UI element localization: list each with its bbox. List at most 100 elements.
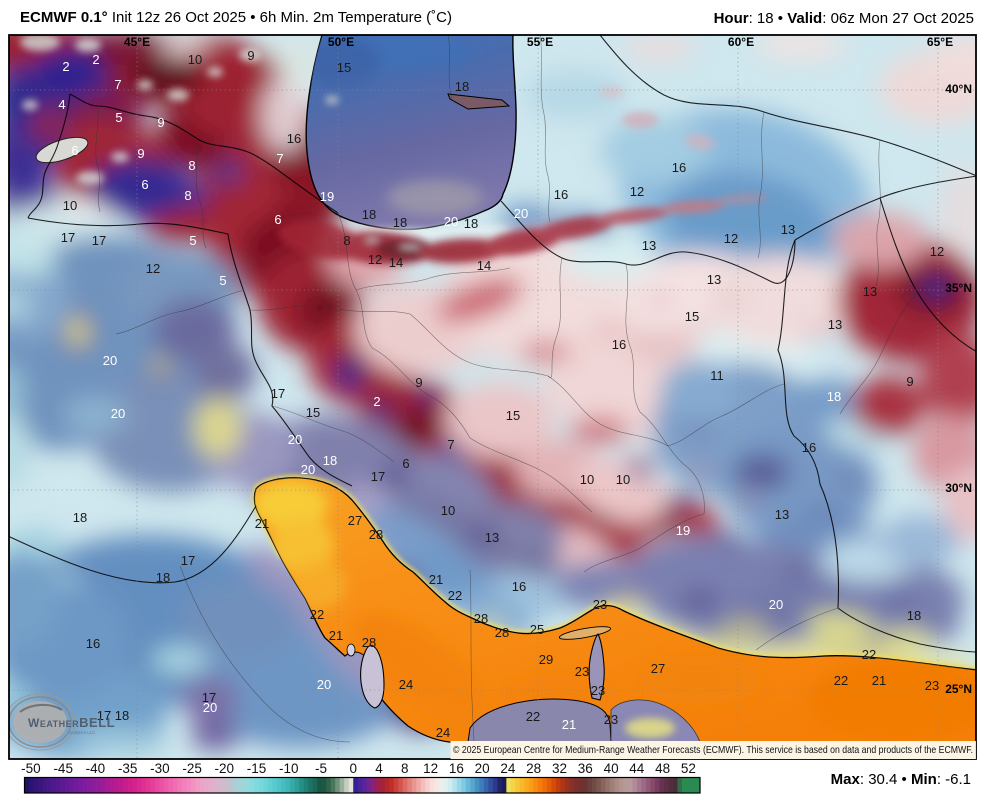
svg-text:11: 11 — [710, 368, 724, 383]
svg-text:9: 9 — [247, 48, 254, 63]
svg-text:5: 5 — [219, 273, 226, 288]
svg-text:28: 28 — [369, 527, 383, 542]
svg-text:12: 12 — [630, 184, 644, 199]
svg-text:25: 25 — [530, 622, 544, 637]
svg-text:24: 24 — [500, 761, 516, 776]
svg-text:16: 16 — [86, 636, 100, 651]
svg-text:2: 2 — [62, 59, 69, 74]
svg-text:16: 16 — [802, 440, 816, 455]
svg-text:60°E: 60°E — [728, 35, 754, 49]
svg-text:12: 12 — [724, 231, 738, 246]
svg-text:48: 48 — [655, 761, 670, 776]
svg-text:23: 23 — [591, 683, 605, 698]
svg-text:21: 21 — [329, 628, 343, 643]
svg-text:2: 2 — [373, 394, 380, 409]
svg-text:52: 52 — [681, 761, 696, 776]
svg-text:24: 24 — [399, 677, 413, 692]
svg-text:13: 13 — [828, 317, 842, 332]
svg-text:7: 7 — [276, 151, 283, 166]
svg-text:18: 18 — [362, 207, 376, 222]
svg-text:20: 20 — [769, 597, 783, 612]
svg-text:7: 7 — [114, 77, 121, 92]
svg-text:12: 12 — [423, 761, 438, 776]
svg-text:17: 17 — [181, 553, 195, 568]
svg-text:23: 23 — [925, 678, 939, 693]
svg-text:21: 21 — [562, 717, 576, 732]
svg-text:16: 16 — [512, 579, 526, 594]
svg-text:18: 18 — [73, 510, 87, 525]
svg-text:20: 20 — [444, 214, 458, 229]
svg-text:14: 14 — [389, 255, 403, 270]
svg-text:10: 10 — [616, 472, 630, 487]
svg-text:10: 10 — [188, 52, 202, 67]
svg-text:22: 22 — [526, 709, 540, 724]
svg-text:18: 18 — [464, 216, 478, 231]
svg-text:25°N: 25°N — [945, 682, 972, 696]
svg-text:-25: -25 — [182, 761, 202, 776]
svg-text:0: 0 — [349, 761, 357, 776]
svg-text:12: 12 — [368, 252, 382, 267]
svg-text:8: 8 — [343, 233, 350, 248]
svg-text:27: 27 — [348, 513, 362, 528]
svg-text:10: 10 — [441, 503, 455, 518]
svg-text:13: 13 — [781, 222, 795, 237]
svg-text:16: 16 — [449, 761, 464, 776]
svg-text:23: 23 — [593, 597, 607, 612]
svg-text:17: 17 — [371, 469, 385, 484]
svg-text:17: 17 — [92, 233, 106, 248]
svg-text:-30: -30 — [150, 761, 170, 776]
svg-text:28: 28 — [362, 635, 376, 650]
svg-text:19: 19 — [320, 189, 334, 204]
svg-text:15: 15 — [306, 405, 320, 420]
svg-text:10: 10 — [63, 198, 77, 213]
svg-text:20: 20 — [103, 353, 117, 368]
svg-text:12: 12 — [930, 244, 944, 259]
svg-text:22: 22 — [862, 647, 876, 662]
svg-text:-35: -35 — [118, 761, 138, 776]
svg-text:29: 29 — [539, 652, 553, 667]
svg-text:16: 16 — [612, 337, 626, 352]
svg-text:17: 17 — [97, 708, 111, 723]
svg-text:7: 7 — [447, 437, 454, 452]
svg-text:13: 13 — [485, 530, 499, 545]
svg-text:-5: -5 — [315, 761, 327, 776]
svg-text:22: 22 — [834, 673, 848, 688]
svg-text:18: 18 — [156, 570, 170, 585]
svg-text:6: 6 — [71, 143, 78, 158]
svg-text:45°E: 45°E — [124, 35, 150, 49]
svg-text:55°E: 55°E — [527, 35, 553, 49]
svg-text:28: 28 — [495, 625, 509, 640]
svg-text:17: 17 — [271, 386, 285, 401]
svg-text:17: 17 — [61, 230, 75, 245]
svg-text:18: 18 — [907, 608, 921, 623]
svg-text:9: 9 — [137, 146, 144, 161]
svg-text:17: 17 — [202, 690, 216, 705]
svg-text:44: 44 — [629, 761, 645, 776]
svg-text:4: 4 — [375, 761, 383, 776]
svg-text:13: 13 — [863, 284, 877, 299]
svg-text:20: 20 — [288, 432, 302, 447]
svg-text:2: 2 — [92, 52, 99, 67]
svg-text:6: 6 — [274, 212, 281, 227]
svg-text:15: 15 — [337, 60, 351, 75]
svg-text:21: 21 — [429, 572, 443, 587]
svg-text:-40: -40 — [86, 761, 106, 776]
svg-text:50°E: 50°E — [328, 35, 354, 49]
svg-text:18: 18 — [115, 708, 129, 723]
svg-text:5: 5 — [189, 233, 196, 248]
svg-text:WEATHERBELL: WEATHERBELL — [28, 715, 115, 730]
svg-text:18: 18 — [827, 389, 841, 404]
svg-text:-50: -50 — [21, 761, 41, 776]
svg-text:32: 32 — [552, 761, 567, 776]
svg-text:6: 6 — [402, 456, 409, 471]
svg-text:65°E: 65°E — [927, 35, 953, 49]
svg-text:22: 22 — [310, 607, 324, 622]
svg-text:36: 36 — [578, 761, 593, 776]
svg-text:15: 15 — [685, 309, 699, 324]
svg-text:Analytics LLC: Analytics LLC — [68, 730, 96, 735]
svg-text:19: 19 — [676, 523, 690, 538]
svg-text:22: 22 — [448, 588, 462, 603]
svg-text:16: 16 — [672, 160, 686, 175]
svg-text:13: 13 — [775, 507, 789, 522]
svg-text:40: 40 — [604, 761, 619, 776]
